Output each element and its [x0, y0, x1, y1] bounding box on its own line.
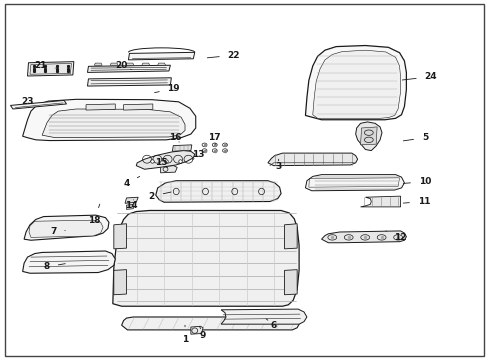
- Text: 13: 13: [191, 150, 204, 159]
- Polygon shape: [86, 104, 115, 110]
- Polygon shape: [114, 270, 126, 295]
- Polygon shape: [284, 270, 297, 295]
- Polygon shape: [156, 181, 281, 202]
- Polygon shape: [30, 63, 71, 74]
- Polygon shape: [160, 166, 177, 173]
- Text: 19: 19: [154, 84, 180, 93]
- Polygon shape: [360, 196, 400, 207]
- Polygon shape: [305, 175, 404, 191]
- Text: 15: 15: [155, 158, 167, 167]
- Polygon shape: [284, 224, 297, 249]
- Text: 2: 2: [148, 192, 171, 201]
- Polygon shape: [136, 150, 194, 169]
- Text: 12: 12: [385, 231, 406, 242]
- Polygon shape: [94, 63, 102, 65]
- Text: 7: 7: [50, 228, 65, 237]
- Polygon shape: [360, 127, 376, 145]
- Polygon shape: [27, 62, 74, 76]
- Polygon shape: [172, 145, 191, 151]
- Text: 10: 10: [403, 177, 430, 186]
- Polygon shape: [190, 326, 203, 334]
- Polygon shape: [22, 99, 195, 140]
- Polygon shape: [125, 197, 138, 203]
- Polygon shape: [321, 231, 406, 243]
- Polygon shape: [29, 220, 103, 237]
- Text: 9: 9: [199, 326, 206, 341]
- Polygon shape: [305, 45, 406, 120]
- Polygon shape: [24, 215, 109, 240]
- Polygon shape: [267, 153, 357, 166]
- Polygon shape: [42, 109, 184, 138]
- Polygon shape: [10, 100, 66, 109]
- Text: 21: 21: [34, 61, 55, 70]
- Polygon shape: [113, 211, 299, 306]
- Polygon shape: [142, 63, 149, 65]
- Polygon shape: [122, 317, 299, 330]
- Polygon shape: [128, 52, 194, 60]
- Text: 8: 8: [44, 262, 65, 271]
- Text: 22: 22: [207, 51, 240, 60]
- Polygon shape: [221, 309, 306, 324]
- Polygon shape: [126, 204, 133, 210]
- Text: 16: 16: [169, 133, 181, 142]
- Text: 24: 24: [402, 72, 436, 81]
- Polygon shape: [87, 78, 171, 86]
- Text: 20: 20: [115, 61, 131, 70]
- Polygon shape: [126, 63, 134, 65]
- Polygon shape: [110, 63, 118, 65]
- Text: 4: 4: [123, 176, 140, 188]
- Polygon shape: [114, 224, 126, 249]
- Text: 1: 1: [182, 325, 188, 344]
- Text: 11: 11: [403, 197, 429, 206]
- Text: 6: 6: [265, 319, 276, 330]
- Polygon shape: [87, 65, 170, 72]
- Text: 14: 14: [125, 200, 138, 210]
- Text: 5: 5: [403, 133, 427, 142]
- Text: 3: 3: [275, 159, 281, 171]
- Polygon shape: [22, 251, 115, 273]
- Polygon shape: [355, 122, 381, 150]
- Polygon shape: [158, 63, 165, 65]
- Text: 23: 23: [21, 97, 34, 106]
- Text: 17: 17: [207, 133, 220, 144]
- Polygon shape: [312, 50, 400, 118]
- Polygon shape: [123, 104, 153, 110]
- Text: 18: 18: [88, 204, 101, 225]
